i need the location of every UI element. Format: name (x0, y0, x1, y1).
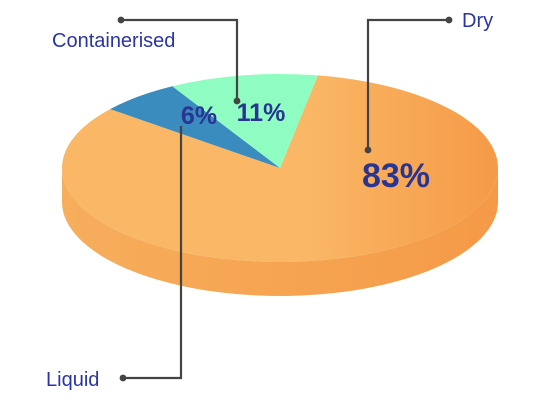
containerised-leader-line (121, 18, 239, 101)
category-label-liquid: Liquid (46, 369, 99, 391)
category-label-containerised: Containerised (52, 30, 175, 52)
category-label-dry: Dry (462, 10, 493, 32)
containerised-leader-dot (117, 16, 125, 24)
pie-slice-dry (61, 75, 499, 262)
liquid-leader-line (123, 126, 183, 380)
percent-label-dry: 83% (362, 157, 430, 195)
dry-leader-dot (445, 16, 453, 24)
pie-slice-containerised (172, 74, 318, 168)
pie-side-wall (62, 168, 498, 296)
percent-label-containerised: 11% (237, 99, 286, 127)
dry-leader-line (366, 18, 449, 150)
pie-slice-liquid (110, 86, 280, 168)
liquid-leader-dot (119, 374, 127, 382)
dry-leader-dot (364, 146, 372, 154)
percent-label-liquid: 6% (181, 102, 217, 130)
containerised-leader-dot (233, 97, 241, 105)
